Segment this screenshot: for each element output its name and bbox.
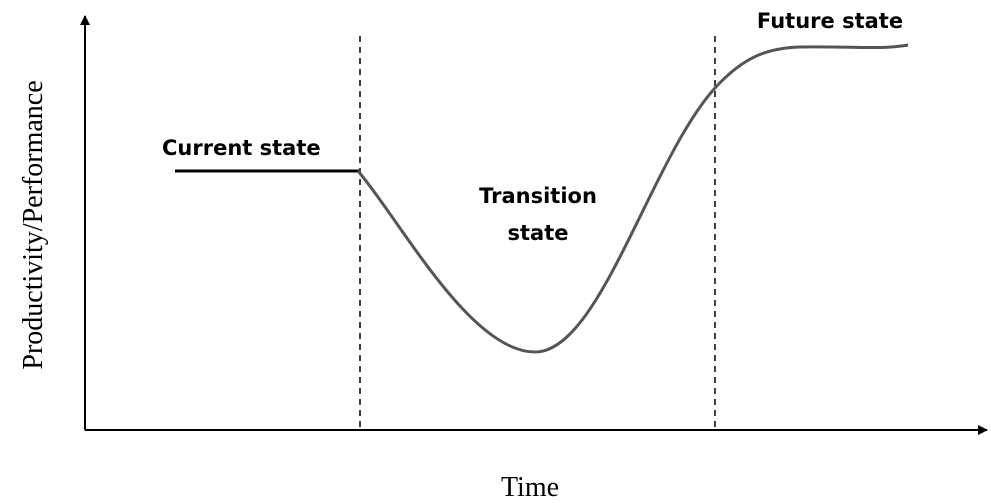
x-axis-label: Time: [501, 472, 559, 503]
curve: [356, 43, 909, 354]
transition-label: Transition: [479, 184, 597, 208]
future-label: Future state: [757, 9, 903, 33]
current-label: Current state: [162, 136, 321, 160]
transition-label: state: [508, 221, 569, 245]
y-axis-label: Productivity/Performance: [18, 80, 49, 369]
